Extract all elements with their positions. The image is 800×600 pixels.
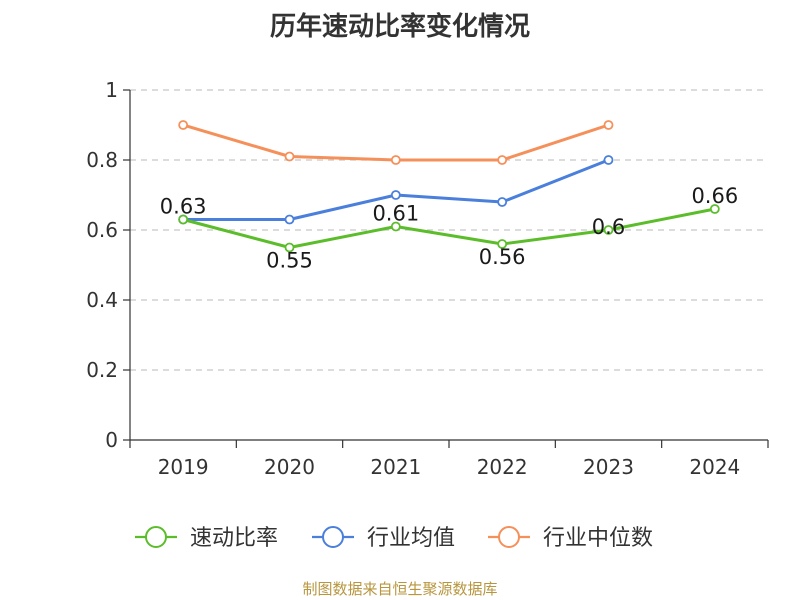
data-labels: 0.63 0.55 0.61 0.56 0.6 0.66 <box>160 184 738 273</box>
legend-label: 速动比率 <box>190 526 278 551</box>
data-point <box>497 197 508 207</box>
y-tick-label: 0 <box>105 428 118 452</box>
data-point <box>497 239 508 249</box>
data-point <box>284 242 295 253</box>
data-point <box>603 155 614 165</box>
legend: 速动比率 行业均值 行业中位数 <box>135 526 653 551</box>
y-tick-label: 1 <box>105 78 118 102</box>
legend-marker <box>498 526 520 548</box>
data-point <box>709 204 720 214</box>
y-tick-label: 0.6 <box>86 218 118 242</box>
legend-label: 行业均值 <box>367 526 455 551</box>
y-tick-label: 0.2 <box>86 358 118 382</box>
data-point <box>603 225 614 235</box>
legend-marker <box>322 526 344 548</box>
data-point <box>390 155 401 165</box>
x-tick-label: 2022 <box>477 455 528 479</box>
series-lines <box>178 120 720 253</box>
data-point <box>178 120 189 130</box>
y-tick-label: 0.8 <box>86 148 118 172</box>
legend-marker <box>145 526 167 548</box>
x-tick-label: 2024 <box>689 455 740 479</box>
legend-item: 行业均值 <box>312 526 455 551</box>
data-point <box>390 190 401 200</box>
x-tick-label: 2020 <box>264 455 315 479</box>
legend-item: 速动比率 <box>135 526 278 551</box>
y-tick-label: 0.4 <box>86 288 118 312</box>
data-label: 0.56 <box>479 245 526 269</box>
series-line-3 <box>182 123 609 162</box>
source-note: 制图数据来自恒生聚源数据库 <box>302 580 498 598</box>
data-point <box>603 120 614 130</box>
series-line-1 <box>182 207 716 249</box>
x-tick-label: 2021 <box>370 455 421 479</box>
data-label: 0.61 <box>372 202 419 226</box>
data-point <box>497 155 508 165</box>
legend-label: 行业中位数 <box>543 526 653 551</box>
data-point <box>178 214 189 225</box>
data-label: 0.6 <box>592 215 625 239</box>
axes: 0 0.2 0.4 0.6 0.8 1 2019 2020 2021 2022 2023 2024 <box>86 78 769 479</box>
data-point <box>284 151 295 162</box>
data-label: 0.63 <box>160 195 207 219</box>
x-tick-label: 2019 <box>158 455 209 479</box>
x-tick-label: 2023 <box>583 455 634 479</box>
data-label: 0.55 <box>266 249 313 273</box>
data-point <box>284 214 295 225</box>
data-point <box>390 221 401 232</box>
data-label: 0.66 <box>691 184 738 208</box>
chart-title: 历年速动比率变化情况 <box>269 12 530 42</box>
legend-item: 行业中位数 <box>488 526 653 551</box>
